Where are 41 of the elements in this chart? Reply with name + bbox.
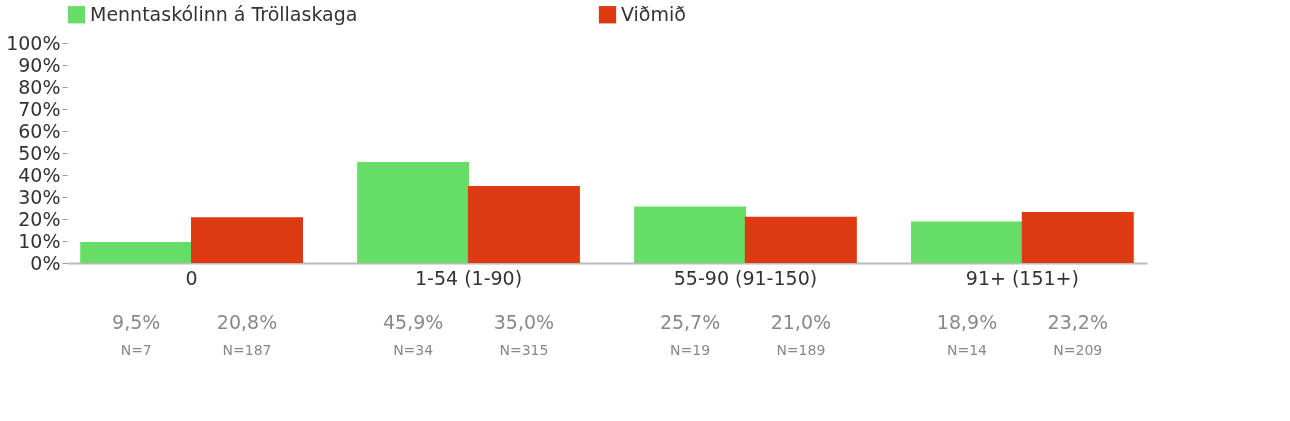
data-label: 45,9% xyxy=(382,311,444,333)
text: N=14 xyxy=(946,342,988,358)
y-tick-label: 10% xyxy=(18,229,61,252)
x-tick-label: 55-90 (91-150) xyxy=(673,266,818,289)
bar xyxy=(191,217,303,263)
bar xyxy=(744,216,857,263)
bar xyxy=(911,221,1023,263)
bar xyxy=(634,206,747,263)
bar xyxy=(467,186,580,263)
legend-label: Viðmið xyxy=(621,2,686,25)
data-label: 25,7% xyxy=(659,311,721,333)
text: N=187 xyxy=(222,342,272,358)
bar xyxy=(1021,211,1134,263)
y-tick-label: 0% xyxy=(30,251,61,274)
data-label: 18,9% xyxy=(936,311,998,333)
text: N=19 xyxy=(670,342,711,358)
text: N=209 xyxy=(1053,342,1103,358)
y-tick-label: 30% xyxy=(18,185,61,208)
y-tick-label: 80% xyxy=(18,75,61,98)
bar xyxy=(80,242,193,263)
text: N=189 xyxy=(776,342,826,358)
data-label: 21,0% xyxy=(770,311,832,333)
y-tick-label: 40% xyxy=(18,163,61,186)
data-label: 23,2% xyxy=(1047,311,1108,333)
data-label: 20,8% xyxy=(216,311,278,333)
text: N=7 xyxy=(120,342,152,358)
y-tick-label: 60% xyxy=(18,119,61,142)
y-tick-label: 50% xyxy=(18,141,61,164)
y-tick-label: 100% xyxy=(6,31,61,54)
data-label: 9,5% xyxy=(112,311,161,333)
y-tick-label: 20% xyxy=(18,207,61,230)
y-tick-label: 90% xyxy=(18,53,61,76)
x-tick-label: 0 xyxy=(185,266,198,289)
legend-label: Menntaskólinn á Tröllaskaga xyxy=(90,2,358,25)
x-tick-label: 1-54 (1-90) xyxy=(414,266,523,289)
x-tick-label: 91+ (151+) xyxy=(965,266,1079,289)
data-label: 35,0% xyxy=(493,311,555,333)
text: N=315 xyxy=(499,342,549,358)
text: N=34 xyxy=(393,342,434,358)
y-tick-label: 70% xyxy=(18,97,61,120)
bar xyxy=(357,162,470,263)
